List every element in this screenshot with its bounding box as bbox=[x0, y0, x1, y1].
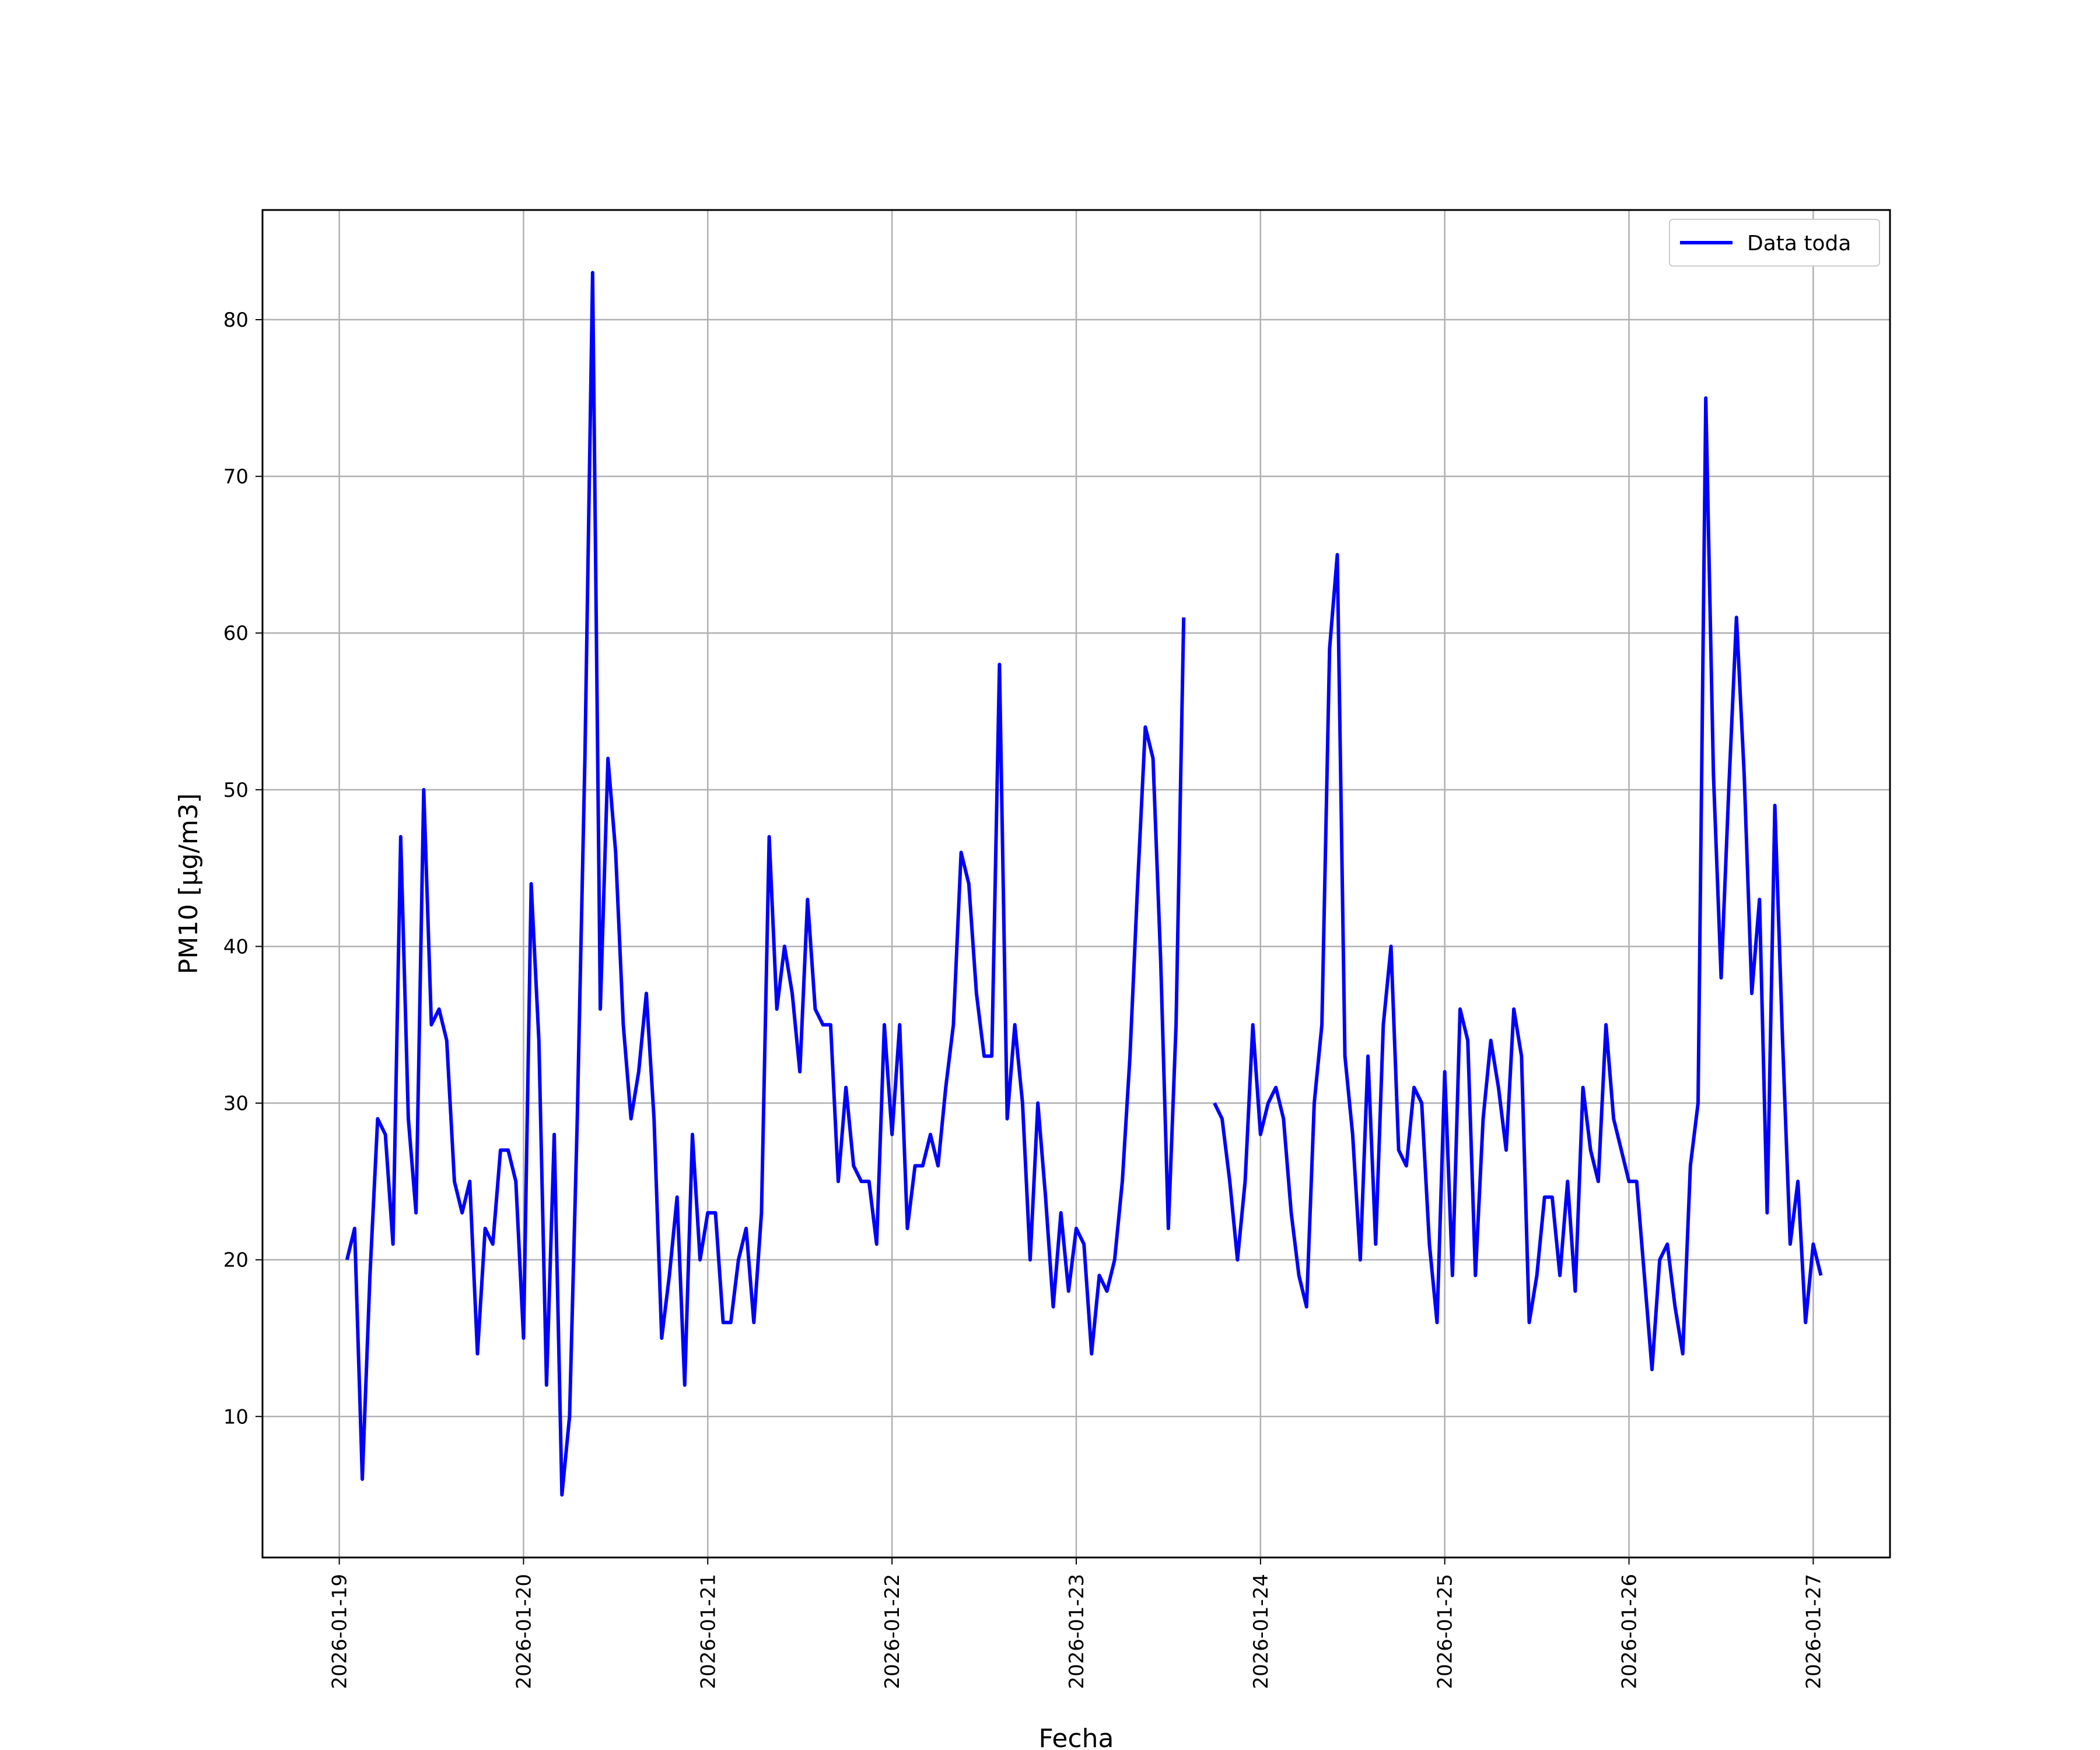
legend-label: Data toda bbox=[1747, 232, 1851, 256]
y-tick-label: 60 bbox=[223, 622, 249, 645]
y-tick-label: 30 bbox=[223, 1092, 249, 1115]
y-tick-label: 20 bbox=[223, 1249, 249, 1272]
x-tick-label: 2026-01-19 bbox=[328, 1574, 352, 1689]
x-tick-label: 2026-01-21 bbox=[696, 1574, 720, 1689]
y-tick-label: 70 bbox=[223, 466, 249, 489]
tick-layer: 10 20 30 40 50 60 70 80 2026-01-19 2026-01-20 2026… bbox=[223, 309, 1826, 1689]
series-line bbox=[345, 271, 1186, 1497]
x-tick-label: 2026-01-25 bbox=[1434, 1574, 1457, 1689]
x-axis-label: Fecha bbox=[1038, 1724, 1114, 1750]
x-tick-label: 2026-01-27 bbox=[1802, 1574, 1825, 1689]
y-axis-label: PM10 [μg/m3] bbox=[174, 793, 204, 974]
x-tick-label: 2026-01-22 bbox=[881, 1574, 904, 1689]
y-tick-label: 10 bbox=[223, 1405, 249, 1429]
series-layer bbox=[345, 271, 1823, 1497]
x-tick-label: 2026-01-26 bbox=[1618, 1574, 1642, 1689]
y-tick-label: 80 bbox=[223, 309, 249, 332]
legend: Data toda bbox=[1669, 219, 1880, 267]
y-tick-label: 40 bbox=[223, 935, 249, 958]
x-tick-label: 2026-01-20 bbox=[512, 1574, 536, 1689]
x-tick-label: 2026-01-24 bbox=[1250, 1574, 1273, 1689]
series-line bbox=[1213, 396, 1823, 1371]
x-tick-label: 2026-01-23 bbox=[1065, 1574, 1088, 1689]
y-tick-label: 50 bbox=[223, 779, 249, 802]
legend-box bbox=[1669, 219, 1880, 267]
